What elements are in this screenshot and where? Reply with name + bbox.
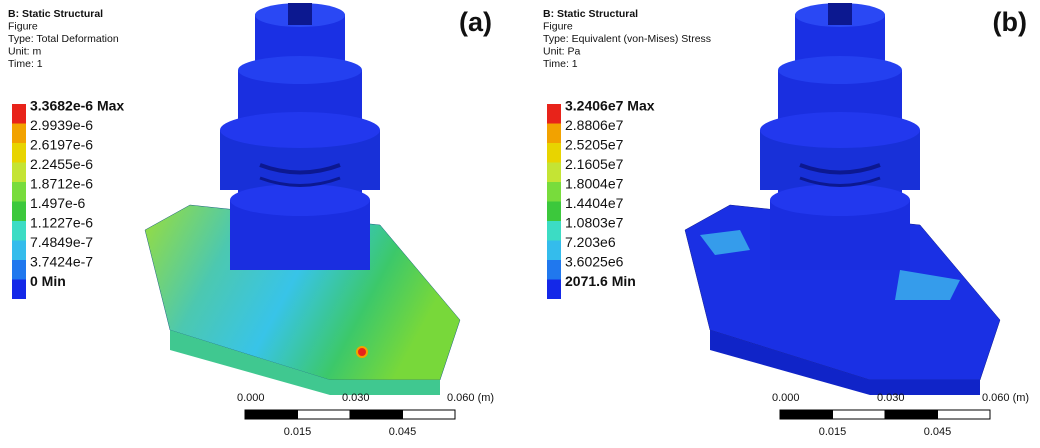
legend-swatch <box>547 182 561 202</box>
legend-label: 2.5205e7 <box>565 137 624 153</box>
legend-swatch <box>547 104 561 124</box>
header-line: Unit: m <box>8 45 42 57</box>
scale-segment <box>884 409 938 420</box>
legend-label: 7.203e6 <box>565 234 616 250</box>
legend-label: 2071.6 Min <box>565 273 636 289</box>
legend-label: 2.8806e7 <box>565 117 624 133</box>
legend-label: 1.1227e-6 <box>30 215 93 231</box>
header-line: Unit: Pa <box>543 45 581 57</box>
legend-label: 2.9939e-6 <box>30 117 93 133</box>
scale-label: 0.015 <box>819 426 847 438</box>
scale-label: 0.045 <box>924 426 952 438</box>
scale-label: 0.015 <box>284 426 312 438</box>
scale-label: 0.000 <box>237 392 265 404</box>
legend-label: 2.6197e-6 <box>30 137 93 153</box>
legend-swatch <box>12 260 26 280</box>
header-line: B: Static Structural <box>8 8 103 20</box>
legend-label: 3.7424e-7 <box>30 254 93 270</box>
scale-segment <box>244 409 298 420</box>
scale-segment <box>349 409 403 420</box>
legend-swatch <box>547 123 561 143</box>
header-line: Type: Total Deformation <box>8 33 119 45</box>
legend-swatch <box>12 279 26 299</box>
legend-swatch <box>547 143 561 163</box>
scale-label: 0.000 <box>772 392 800 404</box>
legend-label: 0 Min <box>30 273 66 289</box>
legend-swatch <box>12 201 26 221</box>
header-line: Time: 1 <box>8 58 43 70</box>
legend-swatch <box>547 279 561 299</box>
legend-swatch <box>12 182 26 202</box>
legend-label: 2.2455e-6 <box>30 156 93 172</box>
scale-segment <box>832 409 886 420</box>
legend-swatch <box>547 162 561 182</box>
header-line: Time: 1 <box>543 58 578 70</box>
scale-segment <box>297 409 351 420</box>
scale-label: 0.030 <box>877 392 905 404</box>
header-line: Type: Equivalent (von-Mises) Stress <box>543 33 711 45</box>
legend-swatch <box>547 260 561 280</box>
legend-label: 2.1605e7 <box>565 156 624 172</box>
scale-label: 0.060 (m) <box>447 392 494 404</box>
legend-label: 3.3682e-6 Max <box>30 98 124 114</box>
scale-segment <box>937 409 991 420</box>
header-line: Figure <box>543 20 573 32</box>
legend-swatch <box>547 240 561 260</box>
scale-segment <box>779 409 833 420</box>
legend-swatch <box>12 104 26 124</box>
legend-label: 3.2406e7 Max <box>565 98 655 114</box>
scale-label: 0.030 <box>342 392 370 404</box>
panel-label: (b) <box>993 7 1027 37</box>
legend-swatch <box>12 143 26 163</box>
legend-label: 1.497e-6 <box>30 195 85 211</box>
scale-label: 0.060 (m) <box>982 392 1029 404</box>
legend-swatch <box>12 221 26 241</box>
legend-label: 7.4849e-7 <box>30 234 93 250</box>
legend-label: 1.8712e-6 <box>30 176 93 192</box>
header-line: Figure <box>8 20 38 32</box>
legend-swatch <box>12 123 26 143</box>
scale-segment <box>402 409 456 420</box>
panel-label: (a) <box>459 7 492 37</box>
legend-swatch <box>12 240 26 260</box>
header-line: B: Static Structural <box>543 8 638 20</box>
legend-swatch <box>12 162 26 182</box>
legend-label: 3.6025e6 <box>565 254 624 270</box>
legend-label: 1.0803e7 <box>565 215 624 231</box>
legend-swatch <box>547 201 561 221</box>
scale-label: 0.045 <box>389 426 417 438</box>
legend-swatch <box>547 221 561 241</box>
legend-label: 1.4404e7 <box>565 195 624 211</box>
legend-label: 1.8004e7 <box>565 176 624 192</box>
